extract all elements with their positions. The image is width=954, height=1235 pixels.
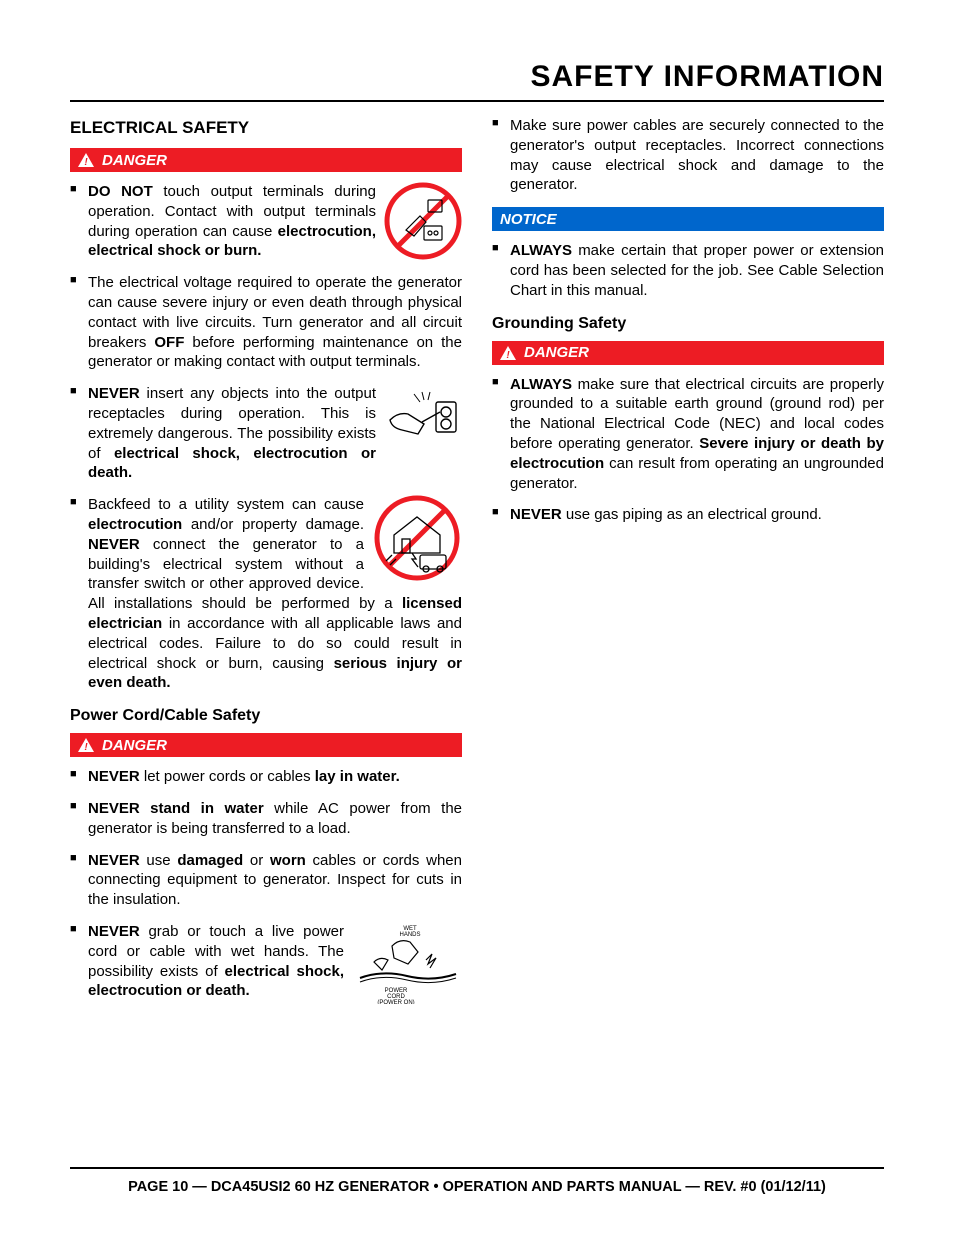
footer-rule bbox=[70, 1167, 884, 1169]
danger-bar-1: ! DANGER bbox=[70, 148, 462, 172]
danger-label: DANGER bbox=[524, 344, 589, 361]
bullet-item: DO NOT touch output terminals during ope… bbox=[70, 182, 462, 261]
bullet-text: NEVER stand in water while AC power from… bbox=[88, 800, 462, 837]
bullet-text: The electrical voltage required to opera… bbox=[88, 274, 462, 370]
bullet-item: NEVER use damaged or worn cables or cord… bbox=[70, 851, 462, 910]
left-column: ELECTRICAL SAFETY ! DANGER bbox=[70, 116, 462, 1014]
page-footer: PAGE 10 — DCA45USI2 60 HZ GENERATOR • OP… bbox=[70, 1167, 884, 1195]
bullet-item: NEVER use gas piping as an electrical gr… bbox=[492, 505, 884, 525]
bullet-item: NEVER insert any objects into the output… bbox=[70, 384, 462, 483]
bullet-item: ALWAYS make sure that electrical circuit… bbox=[492, 375, 884, 494]
bullet-item: NEVER stand in water while AC power from… bbox=[70, 799, 462, 839]
bullet-text: Make sure power cables are securely conn… bbox=[510, 117, 884, 193]
page-title: SAFETY INFORMATION bbox=[70, 60, 884, 94]
danger-bar-3: ! DANGER bbox=[492, 341, 884, 365]
bullet-item: NEVER let power cords or cables lay in w… bbox=[70, 767, 462, 787]
warning-triangle-icon: ! bbox=[500, 346, 516, 360]
danger-label: DANGER bbox=[102, 152, 167, 169]
svg-text:(POWER ON): (POWER ON) bbox=[377, 1000, 414, 1004]
bullet-item: ALWAYS make certain that proper power or… bbox=[492, 241, 884, 300]
wet-hands-power-cord-icon: WET HANDS POWER CORD (POWER ON) bbox=[352, 922, 462, 1010]
electrical-safety-bullets: DO NOT touch output terminals during ope… bbox=[70, 182, 462, 693]
notice-bullets: ALWAYS make certain that proper power or… bbox=[492, 241, 884, 300]
bullet-text: NEVER grab or touch a live power cord or… bbox=[88, 923, 344, 999]
right-column: Make sure power cables are securely conn… bbox=[492, 116, 884, 1014]
bullet-text: NEVER use gas piping as an electrical gr… bbox=[510, 506, 822, 523]
right-top-bullets: Make sure power cables are securely conn… bbox=[492, 116, 884, 195]
svg-text:HANDS: HANDS bbox=[399, 932, 420, 938]
content-columns: ELECTRICAL SAFETY ! DANGER bbox=[70, 116, 884, 1014]
notice-label: NOTICE bbox=[500, 211, 557, 228]
power-cord-heading: Power Cord/Cable Safety bbox=[70, 707, 462, 725]
danger-label: DANGER bbox=[102, 737, 167, 754]
bullet-text: NEVER use damaged or worn cables or cord… bbox=[88, 852, 462, 909]
bullet-text: NEVER insert any objects into the output… bbox=[88, 385, 376, 481]
notice-bar: NOTICE bbox=[492, 207, 884, 231]
bullet-text: ALWAYS make sure that electrical circuit… bbox=[510, 376, 884, 492]
bullet-item: WET HANDS POWER CORD (POWER ON) bbox=[70, 922, 462, 1001]
grounding-heading: Grounding Safety bbox=[492, 315, 884, 333]
electrical-safety-heading: ELECTRICAL SAFETY bbox=[70, 118, 462, 138]
no-touch-terminals-icon bbox=[384, 182, 462, 266]
no-backfeed-house-icon bbox=[372, 495, 462, 587]
power-cord-bullets: NEVER let power cords or cables lay in w… bbox=[70, 767, 462, 1001]
warning-triangle-icon: ! bbox=[78, 153, 94, 167]
bullet-text: NEVER let power cords or cables lay in w… bbox=[88, 768, 400, 785]
bullet-item: Make sure power cables are securely conn… bbox=[492, 116, 884, 195]
bullet-item: Backfeed to a utility system can cause e… bbox=[70, 495, 462, 693]
insert-object-receptacle-icon bbox=[384, 384, 462, 460]
grounding-bullets: ALWAYS make sure that electrical circuit… bbox=[492, 375, 884, 526]
bullet-item: The electrical voltage required to opera… bbox=[70, 273, 462, 372]
bullet-text: DO NOT touch output terminals during ope… bbox=[88, 183, 376, 259]
footer-text: PAGE 10 — DCA45USI2 60 HZ GENERATOR • OP… bbox=[70, 1179, 884, 1195]
warning-triangle-icon: ! bbox=[78, 738, 94, 752]
bullet-text: ALWAYS make certain that proper power or… bbox=[510, 242, 884, 299]
danger-bar-2: ! DANGER bbox=[70, 733, 462, 757]
title-rule bbox=[70, 100, 884, 102]
